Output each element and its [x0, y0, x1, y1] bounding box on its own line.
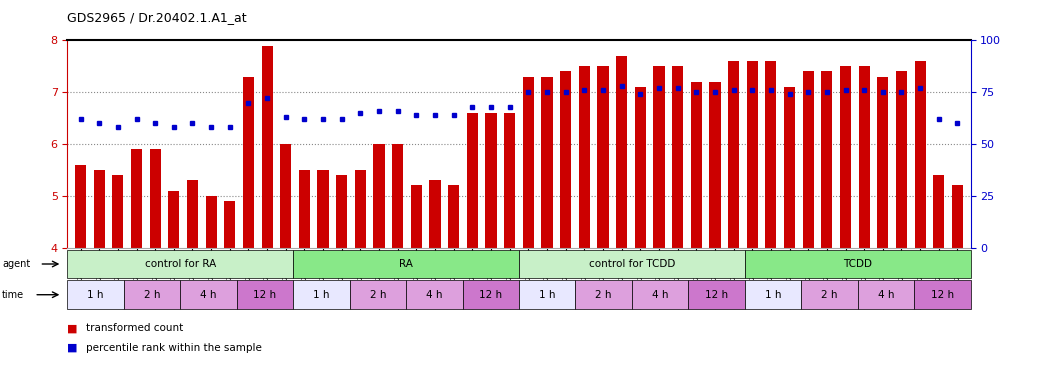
Bar	[933, 175, 945, 248]
Bar	[448, 185, 459, 248]
Text: 2 h: 2 h	[821, 290, 838, 300]
Text: TCDD: TCDD	[843, 259, 872, 269]
Bar	[616, 56, 627, 248]
Bar	[690, 82, 702, 248]
Bar	[561, 71, 571, 248]
Bar	[280, 144, 292, 248]
Bar	[318, 170, 329, 248]
Bar	[336, 175, 348, 248]
Bar	[672, 66, 683, 248]
Bar	[914, 61, 926, 248]
Text: 1 h: 1 h	[765, 290, 782, 300]
Bar	[519, 280, 575, 309]
Bar	[237, 280, 294, 309]
Bar	[262, 45, 273, 248]
Bar	[93, 170, 105, 248]
Bar	[914, 280, 971, 309]
Bar	[350, 280, 406, 309]
Bar	[430, 180, 441, 248]
Bar	[688, 280, 745, 309]
Bar	[131, 149, 142, 248]
Bar	[542, 77, 552, 248]
Text: 4 h: 4 h	[426, 290, 442, 300]
Bar	[840, 66, 851, 248]
Text: 2 h: 2 h	[144, 290, 161, 300]
Bar	[784, 87, 795, 248]
Bar	[392, 144, 404, 248]
Bar	[519, 250, 745, 278]
Text: time: time	[2, 290, 24, 300]
Bar	[857, 280, 914, 309]
Text: ■: ■	[67, 323, 78, 333]
Bar	[168, 191, 180, 248]
Bar	[374, 144, 385, 248]
Bar	[67, 250, 294, 278]
Text: 4 h: 4 h	[652, 290, 668, 300]
Bar	[486, 113, 496, 248]
Bar	[243, 77, 254, 248]
Text: transformed count: transformed count	[86, 323, 184, 333]
Text: GDS2965 / Dr.20402.1.A1_at: GDS2965 / Dr.20402.1.A1_at	[67, 12, 247, 25]
Bar	[504, 113, 515, 248]
Bar	[181, 280, 237, 309]
Bar	[149, 149, 161, 248]
Bar	[187, 180, 198, 248]
Bar	[294, 250, 519, 278]
Bar	[355, 170, 366, 248]
Text: 2 h: 2 h	[370, 290, 386, 300]
Bar	[765, 61, 776, 248]
Bar	[858, 66, 870, 248]
Bar	[653, 66, 664, 248]
Text: RA: RA	[400, 259, 413, 269]
Text: ■: ■	[67, 343, 78, 353]
Text: 12 h: 12 h	[931, 290, 954, 300]
Text: 4 h: 4 h	[200, 290, 217, 300]
Bar	[745, 250, 971, 278]
Bar	[952, 185, 963, 248]
Bar	[463, 280, 519, 309]
Bar	[896, 71, 907, 248]
Bar	[709, 82, 720, 248]
Bar	[67, 280, 124, 309]
Bar	[206, 196, 217, 248]
Bar	[597, 66, 608, 248]
Bar	[632, 280, 688, 309]
Bar	[877, 77, 889, 248]
Bar	[294, 280, 350, 309]
Bar	[124, 280, 181, 309]
Text: 12 h: 12 h	[253, 290, 276, 300]
Bar	[411, 185, 422, 248]
Text: agent: agent	[2, 259, 30, 269]
Bar	[75, 165, 86, 248]
Bar	[575, 280, 632, 309]
Text: 12 h: 12 h	[705, 290, 728, 300]
Text: 4 h: 4 h	[877, 290, 894, 300]
Text: control for RA: control for RA	[144, 259, 216, 269]
Text: 12 h: 12 h	[480, 290, 502, 300]
Bar	[523, 77, 534, 248]
Bar	[112, 175, 124, 248]
Text: control for TCDD: control for TCDD	[589, 259, 675, 269]
Bar	[821, 71, 832, 248]
Bar	[802, 71, 814, 248]
Text: 2 h: 2 h	[596, 290, 612, 300]
Bar	[579, 66, 590, 248]
Bar	[224, 201, 236, 248]
Text: 1 h: 1 h	[539, 290, 555, 300]
Bar	[467, 113, 477, 248]
Bar	[634, 87, 646, 248]
Text: 1 h: 1 h	[313, 290, 330, 300]
Bar	[745, 280, 801, 309]
Bar	[746, 61, 758, 248]
Bar	[299, 170, 310, 248]
Bar	[801, 280, 857, 309]
Text: 1 h: 1 h	[87, 290, 104, 300]
Text: percentile rank within the sample: percentile rank within the sample	[86, 343, 262, 353]
Bar	[728, 61, 739, 248]
Bar	[406, 280, 463, 309]
